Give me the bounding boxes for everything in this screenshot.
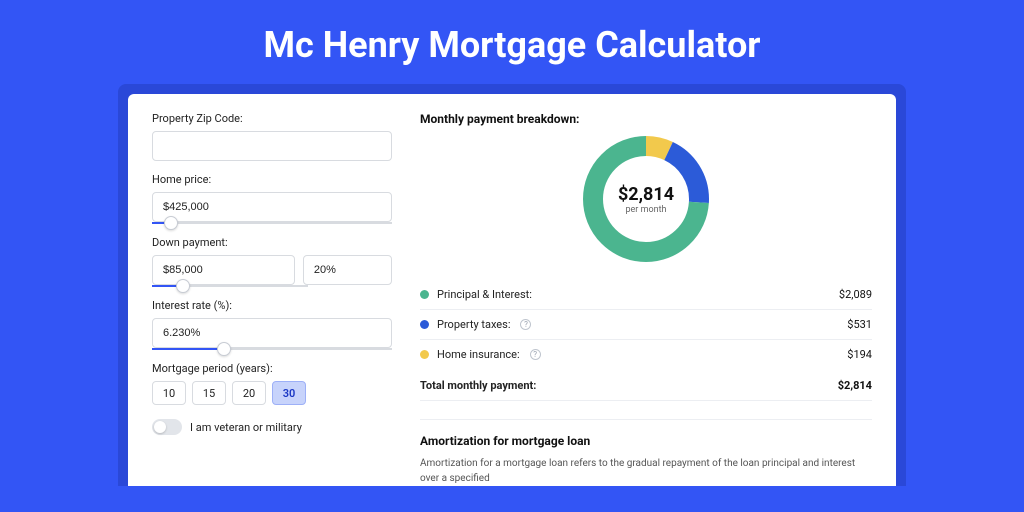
period-btn-15[interactable]: 15 [192,381,226,405]
page-title: Mc Henry Mortgage Calculator [0,0,1024,84]
veteran-label: I am veteran or military [190,421,302,434]
info-icon[interactable]: ? [530,349,541,360]
amortization-section: Amortization for mortgage loan Amortizat… [420,419,872,486]
legend-row-principal_interest: Principal & Interest: $2,089 [420,280,872,310]
period-btn-20[interactable]: 20 [232,381,266,405]
total-row: Total monthly payment: $2,814 [420,369,872,401]
home-price-label: Home price: [152,173,392,186]
inputs-column: Property Zip Code: Home price: Down paym… [152,112,392,486]
down-payment-slider[interactable] [152,285,308,287]
home-price-input[interactable] [152,192,392,222]
amortization-text: Amortization for a mortgage loan refers … [420,456,872,486]
info-icon[interactable]: ? [520,319,531,330]
legend-label: Home insurance: [437,348,520,361]
period-btn-30[interactable]: 30 [272,381,306,405]
legend-value: $194 [847,348,872,361]
home-price-slider[interactable] [152,222,392,224]
down-payment-input[interactable] [152,255,295,285]
amortization-title: Amortization for mortgage loan [420,434,872,448]
legend-value: $2,089 [839,288,872,301]
breakdown-title: Monthly payment breakdown: [420,112,872,126]
total-value: $2,814 [838,379,872,392]
veteran-row: I am veteran or military [152,419,392,435]
legend-dot [420,290,429,299]
period-btn-10[interactable]: 10 [152,381,186,405]
donut-amount: $2,814 [618,184,674,205]
veteran-toggle[interactable] [152,419,182,435]
interest-rate-input[interactable] [152,318,392,348]
toggle-knob [154,421,166,433]
zip-input[interactable] [152,131,392,161]
legend-row-home_insurance: Home insurance:? $194 [420,340,872,369]
breakdown-column: Monthly payment breakdown: $2,814 per mo… [420,112,872,486]
calculator-card: Property Zip Code: Home price: Down paym… [128,94,896,486]
period-label: Mortgage period (years): [152,362,392,375]
down-payment-field: Down payment: [152,236,392,287]
total-label: Total monthly payment: [420,379,536,392]
donut-chart: $2,814 per month [420,136,872,262]
legend-label: Principal & Interest: [437,288,532,301]
legend-dot [420,320,429,329]
legend-row-property_taxes: Property taxes:? $531 [420,310,872,340]
interest-rate-slider[interactable] [152,348,392,350]
down-payment-pct-input[interactable] [303,255,392,285]
legend-label: Property taxes: [437,318,510,331]
down-payment-label: Down payment: [152,236,392,249]
interest-rate-label: Interest rate (%): [152,299,392,312]
legend-value: $531 [847,318,872,331]
interest-rate-field: Interest rate (%): [152,299,392,350]
period-field: Mortgage period (years): 10152030 [152,362,392,405]
legend-dot [420,350,429,359]
donut-sub: per month [625,205,666,215]
zip-label: Property Zip Code: [152,112,392,125]
zip-field: Property Zip Code: [152,112,392,161]
card-shadow: Property Zip Code: Home price: Down paym… [118,84,906,486]
home-price-field: Home price: [152,173,392,224]
